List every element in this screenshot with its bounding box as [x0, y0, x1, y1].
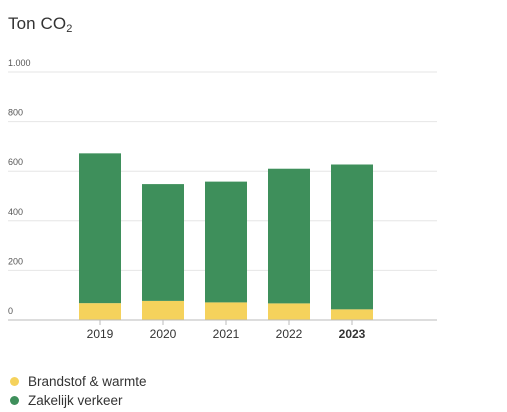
x-tick-label: 2022	[276, 327, 303, 341]
y-tick-label: 800	[8, 108, 23, 118]
legend-item: Brandstof & warmte	[10, 372, 147, 391]
bar-segment-brandstof-warmte	[205, 302, 247, 320]
x-tick-label: 2019	[87, 327, 114, 341]
y-tick-label: 1.000	[8, 58, 31, 68]
y-tick-label: 600	[8, 157, 23, 167]
bars	[79, 153, 373, 320]
bar-segment-brandstof-warmte	[331, 309, 373, 320]
bar-segment-brandstof-warmte	[268, 303, 310, 320]
bar-segment-zakelijk-verkeer	[205, 181, 247, 303]
bar-segment-zakelijk-verkeer	[79, 153, 121, 304]
bar-segment-zakelijk-verkeer	[268, 168, 310, 304]
bar-segment-zakelijk-verkeer	[331, 164, 373, 310]
legend-swatch	[10, 396, 19, 405]
x-tick-label: 2020	[150, 327, 177, 341]
bar-segment-zakelijk-verkeer	[142, 184, 184, 301]
y-tick-label: 200	[8, 256, 23, 266]
y-tick-label: 0	[8, 306, 13, 316]
x-tick-label: 2023	[339, 327, 366, 341]
bar-segment-brandstof-warmte	[79, 303, 121, 320]
bar-segment-brandstof-warmte	[142, 300, 184, 320]
x-tick-label: 2021	[213, 327, 240, 341]
y-axis-ticks: 0 200 400 600 800 1.000	[8, 58, 31, 316]
x-axis-ticks: 2019 2020 2021 2022 2023	[87, 320, 366, 341]
chart-title: Ton CO2	[8, 14, 73, 35]
legend: Brandstof & warmte Zakelijk verkeer	[10, 372, 147, 410]
legend-item: Zakelijk verkeer	[10, 391, 147, 410]
legend-label: Brandstof & warmte	[28, 374, 147, 389]
legend-swatch	[10, 377, 19, 386]
y-tick-label: 400	[8, 207, 23, 217]
legend-label: Zakelijk verkeer	[28, 393, 123, 408]
